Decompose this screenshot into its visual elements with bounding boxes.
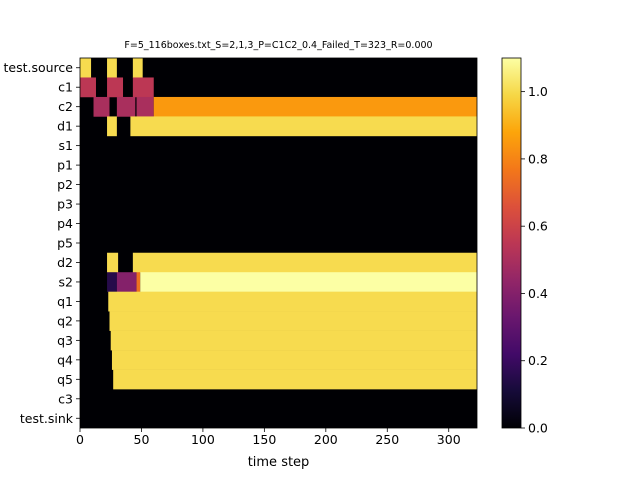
heatmap-cell-d1-1 — [130, 116, 477, 137]
heatmap-cell-c2-1 — [116, 96, 136, 117]
colorbar-tick-label: 0.4 — [528, 286, 548, 301]
heatmap-cell-s2-2 — [136, 272, 141, 292]
y-tick-label: p5 — [57, 236, 73, 251]
y-tick-label: q2 — [57, 313, 73, 328]
heatmap-cell-c2-2 — [136, 96, 154, 117]
y-tick-label: test.source — [4, 60, 74, 75]
y-tick-label: c1 — [58, 80, 73, 95]
heatmap-cell-c1-1 — [107, 77, 124, 98]
y-tick-label: test.sink — [20, 411, 74, 426]
y-tick-label: d2 — [57, 255, 73, 270]
heatmap-cell-c1-0 — [80, 77, 96, 98]
heatmap-cell-d2-0 — [107, 252, 119, 273]
heatmap-cell-s2-1 — [116, 272, 137, 292]
y-tick-label: q4 — [57, 352, 73, 367]
heatmap-cell-q4-0 — [111, 350, 477, 370]
heatmap-cell-s2-0 — [107, 272, 117, 292]
x-tick-label: 300 — [437, 432, 461, 447]
y-tick-label: q5 — [57, 372, 73, 387]
y-tick-label: c3 — [58, 391, 73, 406]
heatmap-cell-q2-0 — [109, 311, 478, 331]
heatmap-cell-q3-0 — [110, 330, 478, 351]
colorbar-tick-label: 1.0 — [528, 84, 548, 99]
colorbar-tick-label: 0.6 — [528, 219, 548, 234]
y-tick-label: p2 — [57, 177, 73, 192]
heatmap-cell-test-source-2 — [132, 58, 143, 78]
colorbar-tick-label: 0.0 — [528, 421, 548, 436]
x-tick-label: 0 — [76, 432, 84, 447]
y-tick-label: s1 — [59, 138, 73, 153]
x-tick-label: 250 — [375, 432, 399, 447]
x-tick-label: 150 — [252, 432, 276, 447]
y-tick-label: s2 — [59, 274, 73, 289]
y-tick-label: p3 — [57, 197, 73, 212]
heatmap-cell-test-source-0 — [80, 58, 92, 78]
colorbar — [501, 57, 522, 429]
y-tick-label: q3 — [57, 333, 73, 348]
heatmap-cell-d1-0 — [107, 116, 117, 137]
x-tick-label: 50 — [134, 432, 150, 447]
heatmap-cell-c1-2 — [132, 77, 154, 98]
y-tick-label: q1 — [57, 294, 73, 309]
heatmap-cell-c2-3 — [153, 96, 477, 117]
heatmap-cell-d2-1 — [132, 252, 478, 273]
colorbar-tick-label: 0.8 — [528, 151, 548, 166]
y-tick-label: d1 — [57, 119, 73, 134]
heatmap-cell-s2-3 — [140, 272, 477, 292]
chart-title: F=5_116boxes.txt_S=2,1,3_P=C1C2_0.4_Fail… — [124, 40, 433, 51]
heatmap-cell-q1-0 — [108, 291, 477, 312]
x-tick-label: 100 — [191, 432, 215, 447]
x-axis-label: time step — [247, 455, 310, 470]
heatmap-cell-q5-0 — [113, 369, 477, 390]
y-tick-label: c2 — [58, 99, 73, 114]
y-tick-label: p4 — [57, 216, 73, 231]
heatmap-cell-c2-0 — [93, 96, 110, 117]
heatmap-cell-test-source-1 — [107, 58, 117, 78]
y-tick-label: p1 — [57, 158, 73, 173]
x-tick-label: 200 — [314, 432, 338, 447]
colorbar-tick-label: 0.2 — [528, 353, 548, 368]
